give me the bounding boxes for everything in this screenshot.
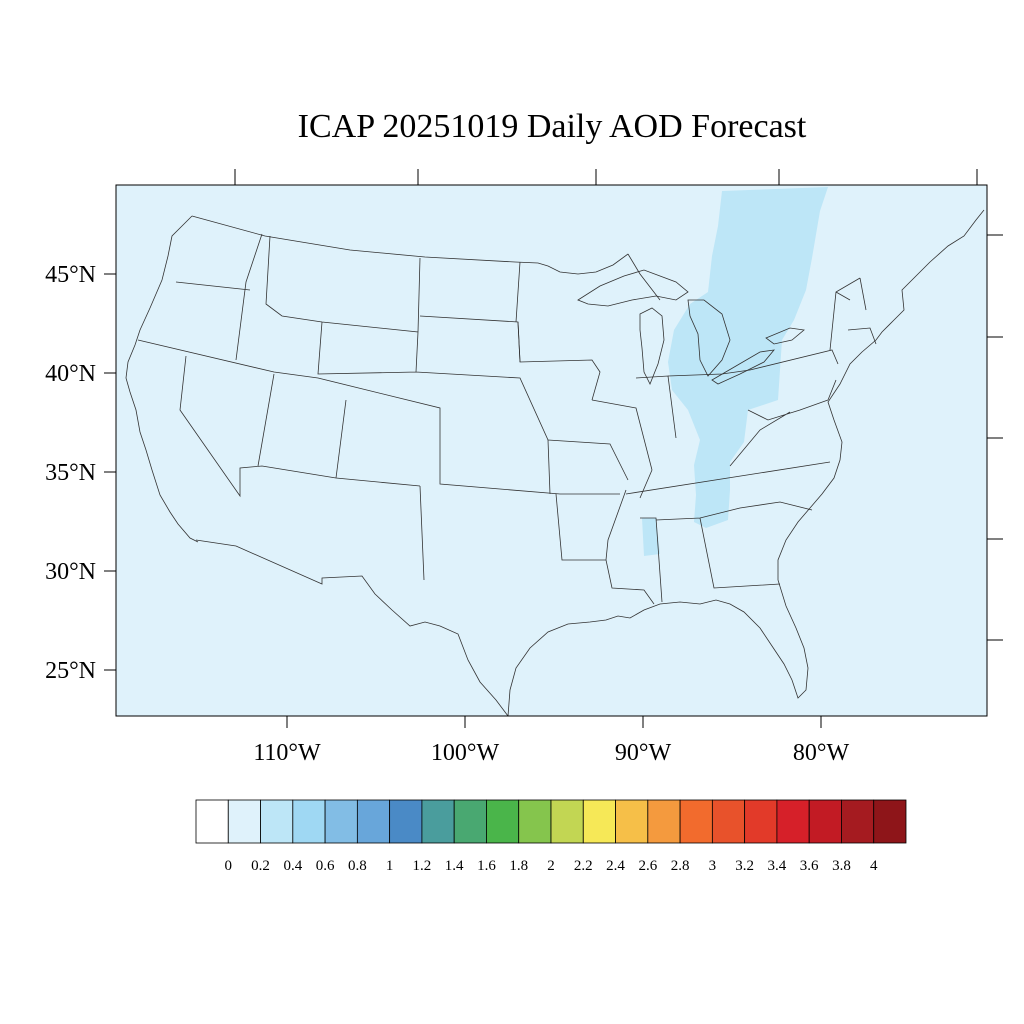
colorbar-label: 3.2 (735, 858, 754, 874)
lon-label-110: 110°W (253, 740, 321, 766)
colorbar-label: 2.8 (671, 858, 690, 874)
lat-label-25: 25°N (45, 658, 96, 684)
colorbar-swatch (227, 799, 261, 844)
colorbar-label: 2.6 (638, 858, 657, 874)
colorbar-swatch (873, 799, 907, 844)
lon-labels: 110°W 100°W 90°W 80°W (253, 740, 849, 766)
colorbar-swatch (744, 799, 778, 844)
colorbar-label: 3.4 (768, 858, 787, 874)
colorbar-label: 1 (386, 858, 394, 874)
colorbar-label: 0.2 (251, 858, 270, 874)
lat-labels: 45°N 40°N 35°N 30°N 25°N (45, 262, 96, 684)
map-boundaries (125, 209, 985, 717)
colorbar: 0 0.2 0.4 0.6 0.8 1 1.2 1.4 1.6 1.8 2 2.2 2.4 2.6 2.8 3… (195, 799, 907, 874)
aod-plume (642, 187, 828, 556)
lake-superior (577, 269, 689, 307)
lat-label-45: 45°N (45, 262, 96, 288)
colorbar-label: 2.2 (574, 858, 593, 874)
colorbar-label: 1.8 (509, 858, 528, 874)
lake-erie (711, 349, 775, 385)
colorbar-swatch (518, 799, 552, 844)
colorbar-swatch (292, 799, 326, 844)
aod-plume-great-lakes (668, 187, 828, 528)
border-us-canada (191, 215, 629, 275)
map-ticks (104, 169, 1003, 728)
colorbar-swatch (356, 799, 391, 844)
colorbar-swatch (711, 799, 746, 844)
colorbar-label: 0.8 (348, 858, 367, 874)
colorbar-swatch (776, 799, 810, 844)
lake-michigan (639, 307, 665, 385)
colorbar-swatch (808, 799, 842, 844)
colorbar-swatch (647, 799, 681, 844)
colorbar-swatch (841, 799, 875, 844)
colorbar-label: 1.6 (477, 858, 496, 874)
colorbar-label: 3 (709, 858, 717, 874)
aod-plume-mississippi (642, 518, 660, 556)
colorbar-label: 1.2 (413, 858, 432, 874)
colorbar-swatch (550, 799, 584, 844)
state-lines-east (625, 277, 877, 603)
colorbar-label: 4 (870, 858, 878, 874)
colorbar-label: 2 (547, 858, 555, 874)
colorbar-swatch (486, 799, 520, 844)
colorbar-swatch (324, 799, 358, 844)
map-frame (115, 184, 988, 717)
lat-label-40: 40°N (45, 361, 96, 387)
lon-label-90: 90°W (615, 740, 672, 766)
colorbar-swatch (421, 799, 455, 844)
lat-label-30: 30°N (45, 559, 96, 585)
colorbar-label: 2.4 (606, 858, 625, 874)
colorbar-label: 0 (225, 858, 233, 874)
lon-label-100: 100°W (431, 740, 500, 766)
colorbar-label: 3.6 (800, 858, 819, 874)
lon-label-80: 80°W (793, 740, 850, 766)
lake-ontario (765, 327, 805, 345)
colorbar-label: 3.8 (832, 858, 851, 874)
colorbar-swatch (679, 799, 713, 844)
colorbar-swatch (389, 799, 423, 844)
colorbar-label: 0.4 (283, 858, 302, 874)
map-background (116, 185, 987, 716)
coast-gulf (507, 209, 985, 717)
colorbar-label: 1.4 (445, 858, 464, 874)
colorbar-swatch (195, 799, 229, 844)
colorbar-swatch (453, 799, 487, 844)
map-title: ICAP 20251019 Daily AOD Forecast (297, 108, 807, 145)
border-us-mexico (195, 539, 509, 717)
colorbar-label: 0.6 (316, 858, 335, 874)
coast-pacific (125, 215, 199, 543)
lake-huron (687, 299, 731, 377)
colorbar-swatch (582, 799, 616, 844)
colorbar-swatch (615, 799, 649, 844)
colorbar-swatch (260, 799, 294, 844)
lat-label-35: 35°N (45, 460, 96, 486)
